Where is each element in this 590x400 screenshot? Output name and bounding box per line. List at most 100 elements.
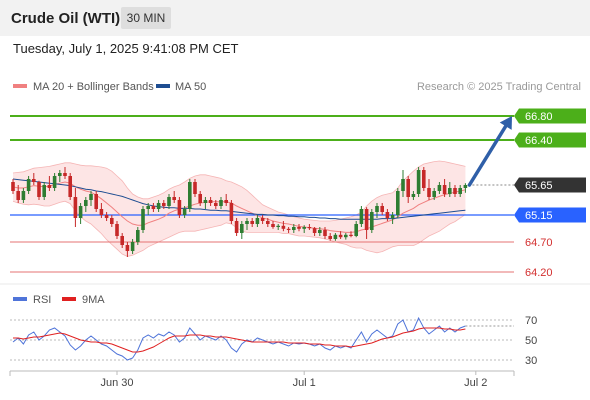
candle-body <box>442 185 447 194</box>
candle <box>338 231 343 239</box>
candle <box>359 206 364 227</box>
candle <box>94 191 98 212</box>
rsi-ma-line <box>13 327 466 353</box>
level-label-66.40: 66.40 <box>525 135 553 147</box>
candle-body <box>120 236 124 245</box>
level-tag-65.15 <box>514 207 586 223</box>
candle-body <box>89 194 93 200</box>
candle <box>286 227 291 233</box>
candle <box>136 227 140 245</box>
candle-body <box>297 227 301 229</box>
candle <box>219 197 223 209</box>
candle <box>120 233 124 248</box>
candle <box>156 200 161 212</box>
candle-body <box>260 218 265 221</box>
rsi-pane: 70 50 30 <box>10 315 537 367</box>
candle-body <box>63 173 67 176</box>
candle <box>68 173 72 200</box>
candle <box>328 233 332 241</box>
candle-body <box>344 234 348 238</box>
candle-body <box>318 230 322 233</box>
candle-body <box>432 191 436 197</box>
candle-body <box>151 206 156 209</box>
instrument-title: Crude Oil (WTI) <box>11 10 121 27</box>
candle-body <box>307 227 312 229</box>
candle-body <box>396 191 400 215</box>
candle <box>437 182 442 194</box>
candle-body <box>162 203 166 206</box>
candle <box>458 185 462 197</box>
moving-averages <box>12 178 466 233</box>
candle <box>73 188 78 227</box>
candle-body <box>188 182 192 209</box>
candle-body <box>219 200 223 206</box>
candle-body <box>21 191 26 200</box>
candle-body <box>422 170 426 188</box>
candle <box>318 227 322 236</box>
candle-body <box>11 182 15 191</box>
candle-body <box>156 203 161 209</box>
candle-body <box>375 206 379 212</box>
candle-body <box>240 224 244 233</box>
level-label-65.15: 65.15 <box>525 210 553 222</box>
candle <box>354 221 358 238</box>
candle <box>188 179 192 212</box>
candle-body <box>292 227 296 230</box>
candle-body <box>281 225 286 229</box>
x-tick-label: Jul 1 <box>293 377 316 389</box>
candle-body <box>359 209 364 224</box>
candle <box>396 188 400 218</box>
candle-body <box>276 225 280 227</box>
candle <box>401 170 405 197</box>
candle <box>89 191 93 206</box>
timeframe-button[interactable]: 30 MIN <box>121 7 171 29</box>
candle <box>177 197 182 218</box>
level-tag-66.40 <box>514 132 586 148</box>
chart-header: Crude Oil (WTI) 30 MIN <box>0 0 590 36</box>
candle-body <box>385 212 390 218</box>
candle-body <box>458 188 462 194</box>
level-label-65.65: 65.65 <box>525 180 553 192</box>
candle-body <box>26 179 31 191</box>
candle <box>193 179 197 197</box>
x-tick-label: Jun 30 <box>100 377 133 389</box>
candle <box>16 185 20 203</box>
candle <box>260 215 265 224</box>
level-labels: 66.80 66.40 65.65 65.15 64.70 64.20 <box>514 108 586 279</box>
candle <box>32 173 36 185</box>
candle <box>47 176 52 191</box>
ma50-legend-label: MA 50 <box>175 81 206 93</box>
rsi-tick-label-30: 30 <box>525 355 537 367</box>
candle <box>42 182 46 200</box>
level-tag-65.65 <box>514 177 586 193</box>
timestamp-label: Tuesday, July 1, 2025 9:41:08 PM CET <box>13 41 239 56</box>
candle-body <box>198 194 202 203</box>
candle <box>375 203 379 218</box>
candle <box>442 179 447 197</box>
level-label-64.20: 64.20 <box>525 267 553 279</box>
candle <box>229 200 234 224</box>
candle <box>385 209 390 221</box>
candle <box>234 218 239 236</box>
candle-body <box>58 173 62 176</box>
candle-body <box>349 234 353 236</box>
candle <box>198 191 202 206</box>
candle-body <box>245 221 249 224</box>
candle-body <box>94 194 98 209</box>
candle <box>58 170 62 182</box>
candle <box>307 224 312 230</box>
candle-body <box>416 170 421 194</box>
candle <box>370 209 374 233</box>
candle <box>37 180 41 200</box>
candle <box>411 191 416 200</box>
candle-body <box>68 176 72 197</box>
candle <box>78 203 83 224</box>
candle-body <box>136 230 140 242</box>
candle-body <box>78 206 83 218</box>
candle <box>390 212 395 224</box>
candle-body <box>302 227 306 229</box>
candle-body <box>130 242 135 251</box>
ma20-legend-label: MA 20 + Bollinger Bands <box>33 81 154 93</box>
candle <box>302 225 306 233</box>
candle-body <box>234 221 239 233</box>
